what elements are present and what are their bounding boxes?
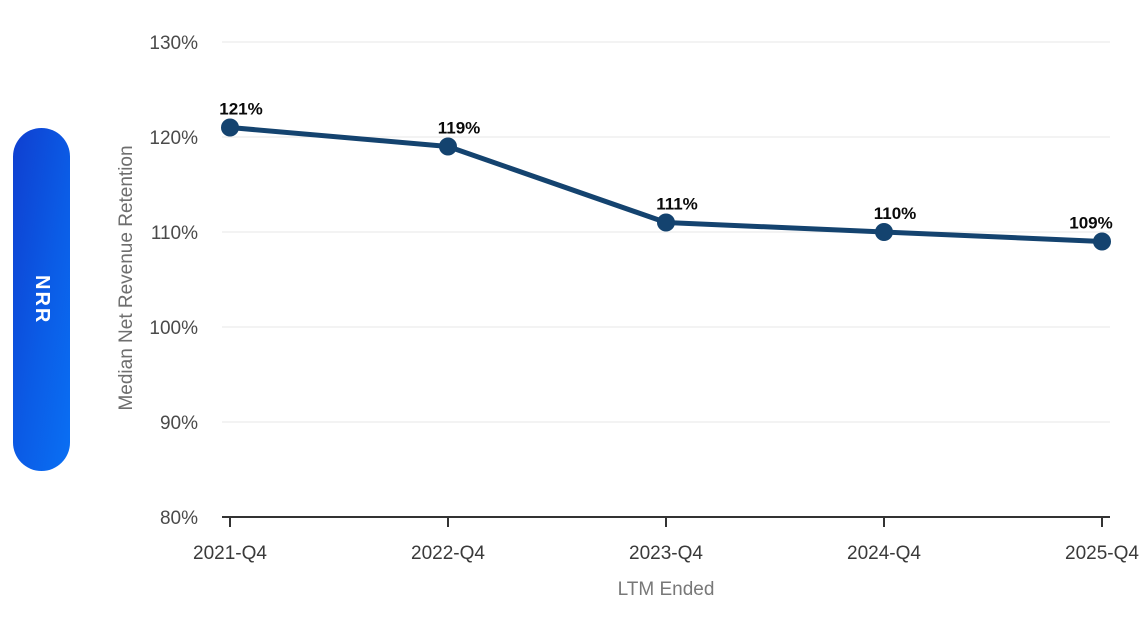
y-tick-label: 100% xyxy=(149,318,198,339)
y-tick-label: 110% xyxy=(151,223,198,244)
data-point-label: 121% xyxy=(219,100,262,119)
data-point-label: 110% xyxy=(874,204,917,223)
x-axis-title: LTM Ended xyxy=(617,579,715,600)
data-point-label: 111% xyxy=(656,195,698,214)
y-tick-label: 130% xyxy=(149,33,198,54)
data-point-label: 109% xyxy=(1069,214,1112,233)
y-tick-label: 90% xyxy=(160,413,198,434)
data-point-label: 119% xyxy=(438,119,481,138)
data-point xyxy=(221,118,239,137)
data-point xyxy=(439,137,457,156)
x-tick-label: 2024-Q4 xyxy=(847,543,921,564)
data-point xyxy=(657,213,675,232)
data-point xyxy=(875,223,893,241)
x-tick-label: 2023-Q4 xyxy=(629,543,703,564)
nrr-badge: NRR xyxy=(13,128,70,471)
y-tick-label: 80% xyxy=(160,508,198,529)
x-tick-label: 2022-Q4 xyxy=(411,543,485,564)
y-tick-label: 120% xyxy=(149,128,198,149)
x-tick-label: 2025-Q4 xyxy=(1065,543,1139,564)
nrr-badge-label: NRR xyxy=(31,274,53,325)
data-point xyxy=(1093,232,1111,251)
x-tick-label: 2021-Q4 xyxy=(193,543,267,564)
